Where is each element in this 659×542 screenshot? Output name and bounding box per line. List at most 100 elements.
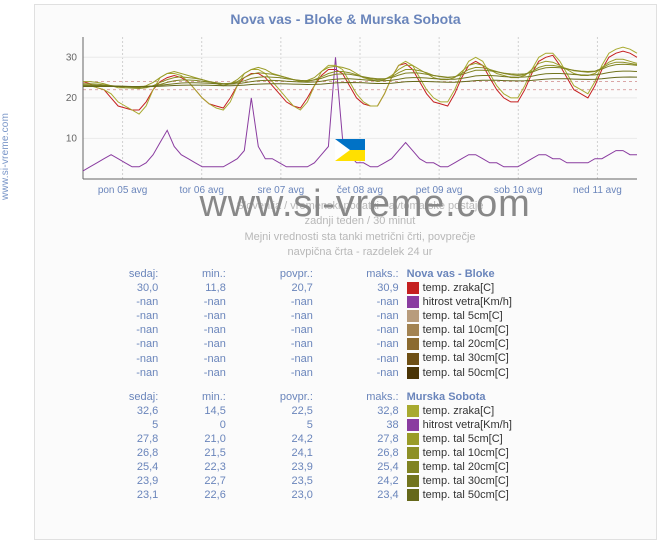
caption-line: Mejni vrednosti sta tanki metrični črti,… [244,231,475,243]
side-link[interactable]: www.si-vreme.com [0,113,11,200]
cell-now: -nan [83,309,162,323]
data-tables: sedaj: min.: povpr.: maks.: Nova vas - B… [83,267,643,512]
table-row: -nan-nan-nan-nantemp. tal 20cm[C] [83,337,643,351]
cell-min: -nan [162,337,230,351]
col-now: sedaj: [83,390,162,404]
table-row: -nan-nan-nan-nantemp. tal 10cm[C] [83,323,643,337]
cell-min: 22,7 [162,474,230,488]
color-swatch [407,353,419,365]
series-name: temp. zraka[C] [403,404,643,418]
cell-avg: 23,9 [230,460,317,474]
cell-max: 32,8 [317,404,403,418]
cell-now: -nan [83,337,162,351]
series-name: temp. tal 10cm[C] [403,323,643,337]
cell-max: -nan [317,351,403,365]
cell-avg: 20,7 [230,281,317,295]
cell-min: 0 [162,418,230,432]
svg-text:ned 11 avg: ned 11 avg [573,185,622,196]
main-frame: Nova vas - Bloke & Murska Sobota pon 05 … [34,4,657,540]
color-swatch [407,447,419,459]
col-avg: povpr.: [230,267,317,281]
cell-max: -nan [317,295,403,309]
cell-now: -nan [83,366,162,380]
cell-max: 30,9 [317,281,403,295]
caption-line: navpična črta - razdelek 24 ur [288,246,433,258]
color-swatch [407,338,419,350]
cell-max: 38 [317,418,403,432]
cell-now: 23,9 [83,474,162,488]
table-nova-vas: sedaj: min.: povpr.: maks.: Nova vas - B… [83,267,643,380]
cell-now: 26,8 [83,446,162,460]
cell-max: 27,8 [317,432,403,446]
series-name: temp. tal 5cm[C] [403,309,643,323]
table-row: 25,422,323,925,4temp. tal 20cm[C] [83,460,643,474]
table-murska-sobota: sedaj: min.: povpr.: maks.: Murska Sobot… [83,390,643,503]
cell-now: 5 [83,418,162,432]
series-name: temp. tal 10cm[C] [403,446,643,460]
table-row: -nan-nan-nan-nantemp. tal 50cm[C] [83,366,643,380]
cell-now: -nan [83,295,162,309]
series-name: temp. tal 30cm[C] [403,351,643,365]
color-swatch [407,282,419,294]
cell-avg: -nan [230,351,317,365]
cell-now: 30,0 [83,281,162,295]
cell-max: 23,4 [317,488,403,502]
svg-text:sob 10 avg: sob 10 avg [494,185,543,196]
cell-max: 24,2 [317,474,403,488]
color-swatch [407,296,419,308]
cell-now: 25,4 [83,460,162,474]
color-swatch [407,489,419,501]
cell-avg: -nan [230,366,317,380]
table-row: 50538hitrost vetra[Km/h] [83,418,643,432]
table-row: -nan-nan-nan-nanhitrost vetra[Km/h] [83,295,643,309]
cell-min: 22,3 [162,460,230,474]
series-name: temp. tal 5cm[C] [403,432,643,446]
svg-text:čet 08 avg: čet 08 avg [337,185,383,196]
table-row: 26,821,524,126,8temp. tal 10cm[C] [83,446,643,460]
color-swatch [407,475,419,487]
table-row: 27,821,024,227,8temp. tal 5cm[C] [83,432,643,446]
flag-icon [335,139,365,161]
table-row: -nan-nan-nan-nantemp. tal 5cm[C] [83,309,643,323]
cell-avg: -nan [230,309,317,323]
cell-avg: 23,5 [230,474,317,488]
table-row: 32,614,522,532,8temp. zraka[C] [83,404,643,418]
cell-avg: 24,2 [230,432,317,446]
cell-max: -nan [317,309,403,323]
color-swatch [407,461,419,473]
col-avg: povpr.: [230,390,317,404]
caption-line: zadnji teden / 30 minut [305,215,416,227]
cell-avg: -nan [230,323,317,337]
cell-now: -nan [83,323,162,337]
cell-now: 23,1 [83,488,162,502]
cell-min: -nan [162,295,230,309]
svg-text:20: 20 [66,93,78,104]
color-swatch [407,310,419,322]
series-name: temp. tal 20cm[C] [403,337,643,351]
cell-min: 21,0 [162,432,230,446]
cell-min: 22,6 [162,488,230,502]
station-name: Nova vas - Bloke [403,267,643,281]
cell-min: -nan [162,366,230,380]
table-row: 30,011,820,730,9temp. zraka[C] [83,281,643,295]
cell-now: 32,6 [83,404,162,418]
caption-line: Slovenija / vremenski podatki - avtomats… [236,200,483,212]
svg-text:tor 06 avg: tor 06 avg [179,185,223,196]
cell-avg: 24,1 [230,446,317,460]
series-name: temp. tal 20cm[C] [403,460,643,474]
color-swatch [407,405,419,417]
svg-text:30: 30 [66,52,78,63]
col-now: sedaj: [83,267,162,281]
cell-now: 27,8 [83,432,162,446]
cell-max: -nan [317,323,403,337]
cell-min: -nan [162,351,230,365]
series-name: temp. zraka[C] [403,281,643,295]
col-min: min.: [162,267,230,281]
station-name: Murska Sobota [403,390,643,404]
cell-max: -nan [317,366,403,380]
color-swatch [407,433,419,445]
col-max: maks.: [317,390,403,404]
series-name: temp. tal 50cm[C] [403,488,643,502]
color-swatch [407,419,419,431]
table-row: 23,922,723,524,2temp. tal 30cm[C] [83,474,643,488]
